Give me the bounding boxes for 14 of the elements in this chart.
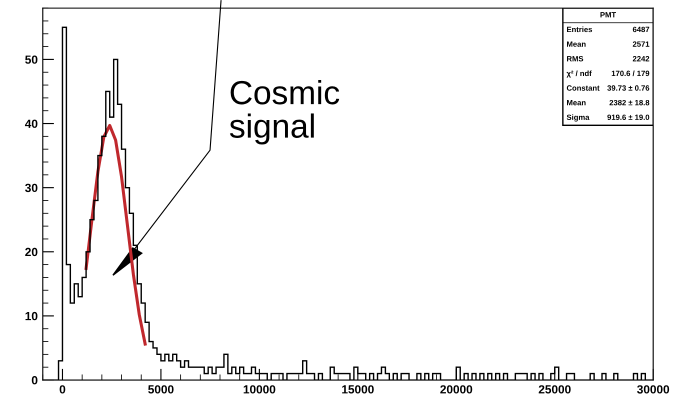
y-tick-label: 10 xyxy=(26,312,38,320)
x-tick-label: 30000 xyxy=(637,385,670,394)
y-tick-label: 20 xyxy=(25,248,38,256)
x-tick-label: 25000 xyxy=(538,385,571,394)
y-tick-label: 30 xyxy=(25,184,38,192)
x-tick-label: 5000 xyxy=(148,385,174,394)
annotation: Cosmic signal xyxy=(230,80,340,145)
x-tick-label: 0 xyxy=(60,385,66,394)
y-tick-label: 0 xyxy=(32,376,38,384)
x-tick-label: 20000 xyxy=(440,385,472,394)
x-tick-label: 15000 xyxy=(342,385,374,394)
x-tick-label: 10000 xyxy=(244,385,276,394)
y-tick-label: 40 xyxy=(24,120,38,128)
y-tick-label: 50 xyxy=(25,55,38,64)
